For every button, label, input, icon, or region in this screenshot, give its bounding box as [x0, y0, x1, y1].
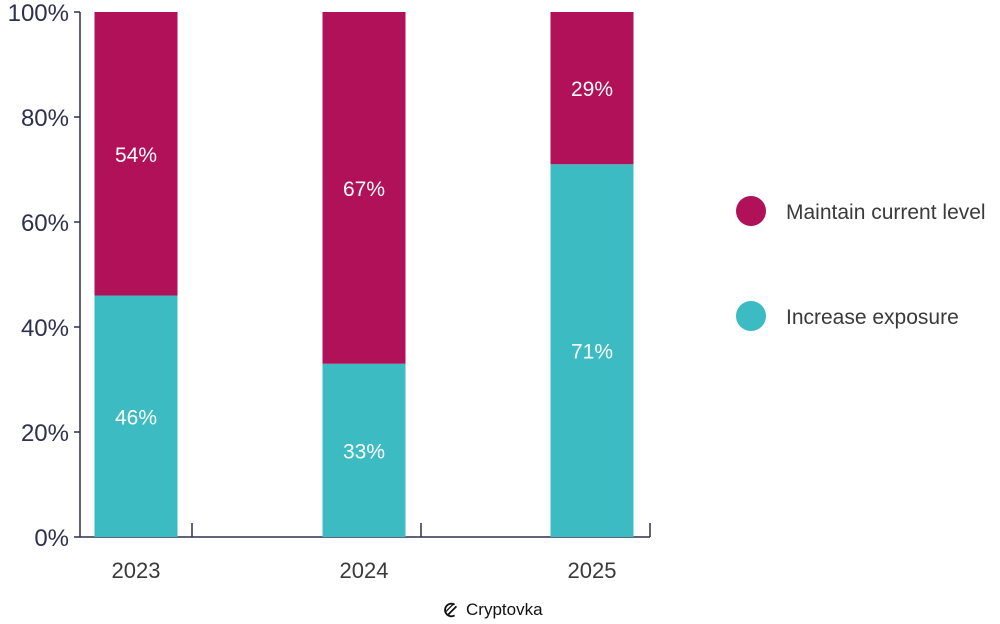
data-label: 29%	[571, 78, 613, 101]
legend-label: Increase exposure	[786, 306, 959, 329]
x-axis: 2023 2024 2025	[80, 523, 651, 583]
x-tick-label: 2024	[340, 558, 389, 583]
data-label: 46%	[115, 406, 157, 429]
legend-label: Maintain current level	[786, 201, 986, 224]
y-tick-label: 60%	[21, 210, 69, 237]
y-tick-label: 0%	[34, 525, 69, 552]
data-label: 71%	[571, 341, 613, 364]
legend-swatch	[736, 301, 766, 331]
data-label: 54%	[115, 144, 157, 167]
bar-segment-maintain-current-level-2025	[550, 12, 634, 165]
cryptovka-logo-icon	[444, 602, 458, 618]
legend-swatch	[736, 196, 766, 226]
bar-segment-increase-exposure-2023	[94, 295, 178, 537]
bar-segment-increase-exposure-2024	[322, 363, 406, 537]
bar-segment-maintain-current-level-2024	[322, 12, 406, 364]
watermark: Cryptovka	[442, 598, 543, 622]
y-axis: 0% 20% 40% 60% 80% 100%	[8, 0, 81, 552]
data-label: 67%	[343, 178, 385, 201]
bar-segment-increase-exposure-2025	[550, 164, 634, 537]
bars	[94, 12, 634, 537]
y-tick-label: 80%	[21, 105, 69, 132]
legend: Maintain current level Increase exposure	[736, 196, 986, 331]
x-tick-label: 2023	[112, 558, 161, 583]
data-labels: 46% 54% 33% 67% 71% 29%	[115, 78, 613, 463]
data-label: 33%	[343, 440, 385, 463]
y-tick-label: 100%	[8, 0, 69, 27]
x-tick-label: 2025	[568, 558, 617, 583]
y-tick-label: 20%	[21, 420, 69, 447]
bar-segment-maintain-current-level-2023	[94, 12, 178, 296]
y-tick-label: 40%	[21, 315, 69, 342]
watermark-text: Cryptovka	[466, 600, 543, 619]
